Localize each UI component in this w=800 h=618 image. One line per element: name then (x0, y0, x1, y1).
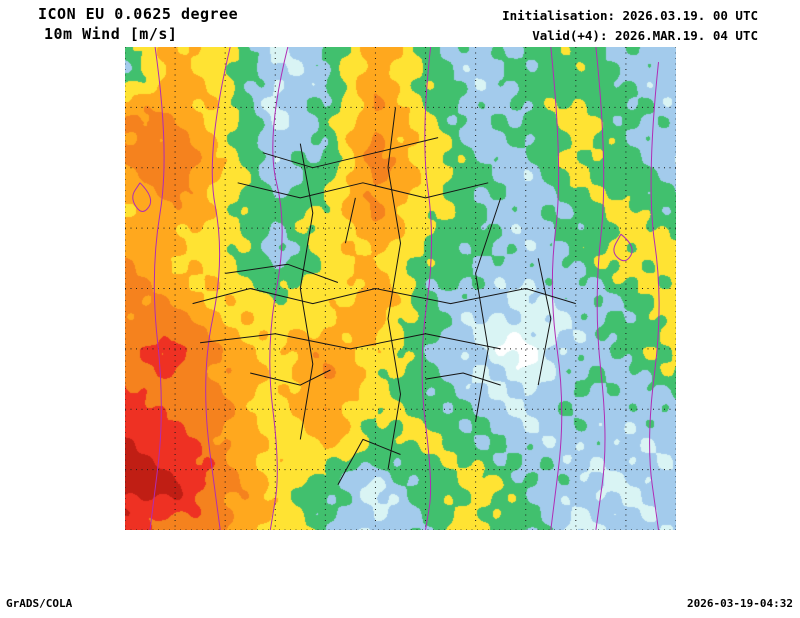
municipal-boundary-line (475, 197, 502, 422)
initialisation-text: Initialisation: 2026.03.19. 00 UTC (502, 8, 758, 23)
pressure-contour-line (421, 47, 433, 530)
model-title: ICON EU 0.0625 degree (38, 5, 239, 23)
grads-credit: GrADS/COLA (6, 597, 73, 610)
pressure-contour-line (613, 233, 633, 262)
municipal-boundary-line (237, 182, 489, 199)
pressure-contour-line (132, 182, 152, 212)
map-overlay (125, 47, 676, 530)
municipal-boundary-line (344, 197, 356, 244)
pressure-contour-line (649, 62, 660, 530)
variable-title: 10m Wind [m/s] (44, 25, 178, 43)
municipal-boundary-line (225, 263, 339, 283)
pressure-contour-line (269, 47, 289, 530)
municipal-boundary-line (387, 107, 401, 470)
run-info-block: Initialisation: 2026.03.19. 00 UTC Valid… (502, 6, 758, 46)
municipal-boundary-line (299, 143, 314, 440)
municipal-boundary-line (200, 333, 501, 350)
municipal-boundary-line (537, 258, 552, 386)
pressure-contour-line (595, 47, 606, 530)
pressure-contour-line (550, 47, 563, 530)
municipal-boundary-line (250, 369, 331, 386)
municipal-boundary-line (192, 288, 576, 305)
municipal-boundary-line (425, 372, 501, 386)
municipal-boundary-line (337, 438, 401, 485)
creation-timestamp: 2026-03-19-04:32 (687, 597, 793, 610)
municipal-boundary-line (262, 137, 439, 169)
pressure-contour-line (149, 47, 165, 530)
map-plot-area (125, 47, 676, 530)
valid-time-text: Valid(+4): 2026.MAR.19. 04 UTC (532, 28, 758, 43)
pressure-contour-line (205, 47, 231, 530)
colorbar-legend (738, 136, 800, 458)
